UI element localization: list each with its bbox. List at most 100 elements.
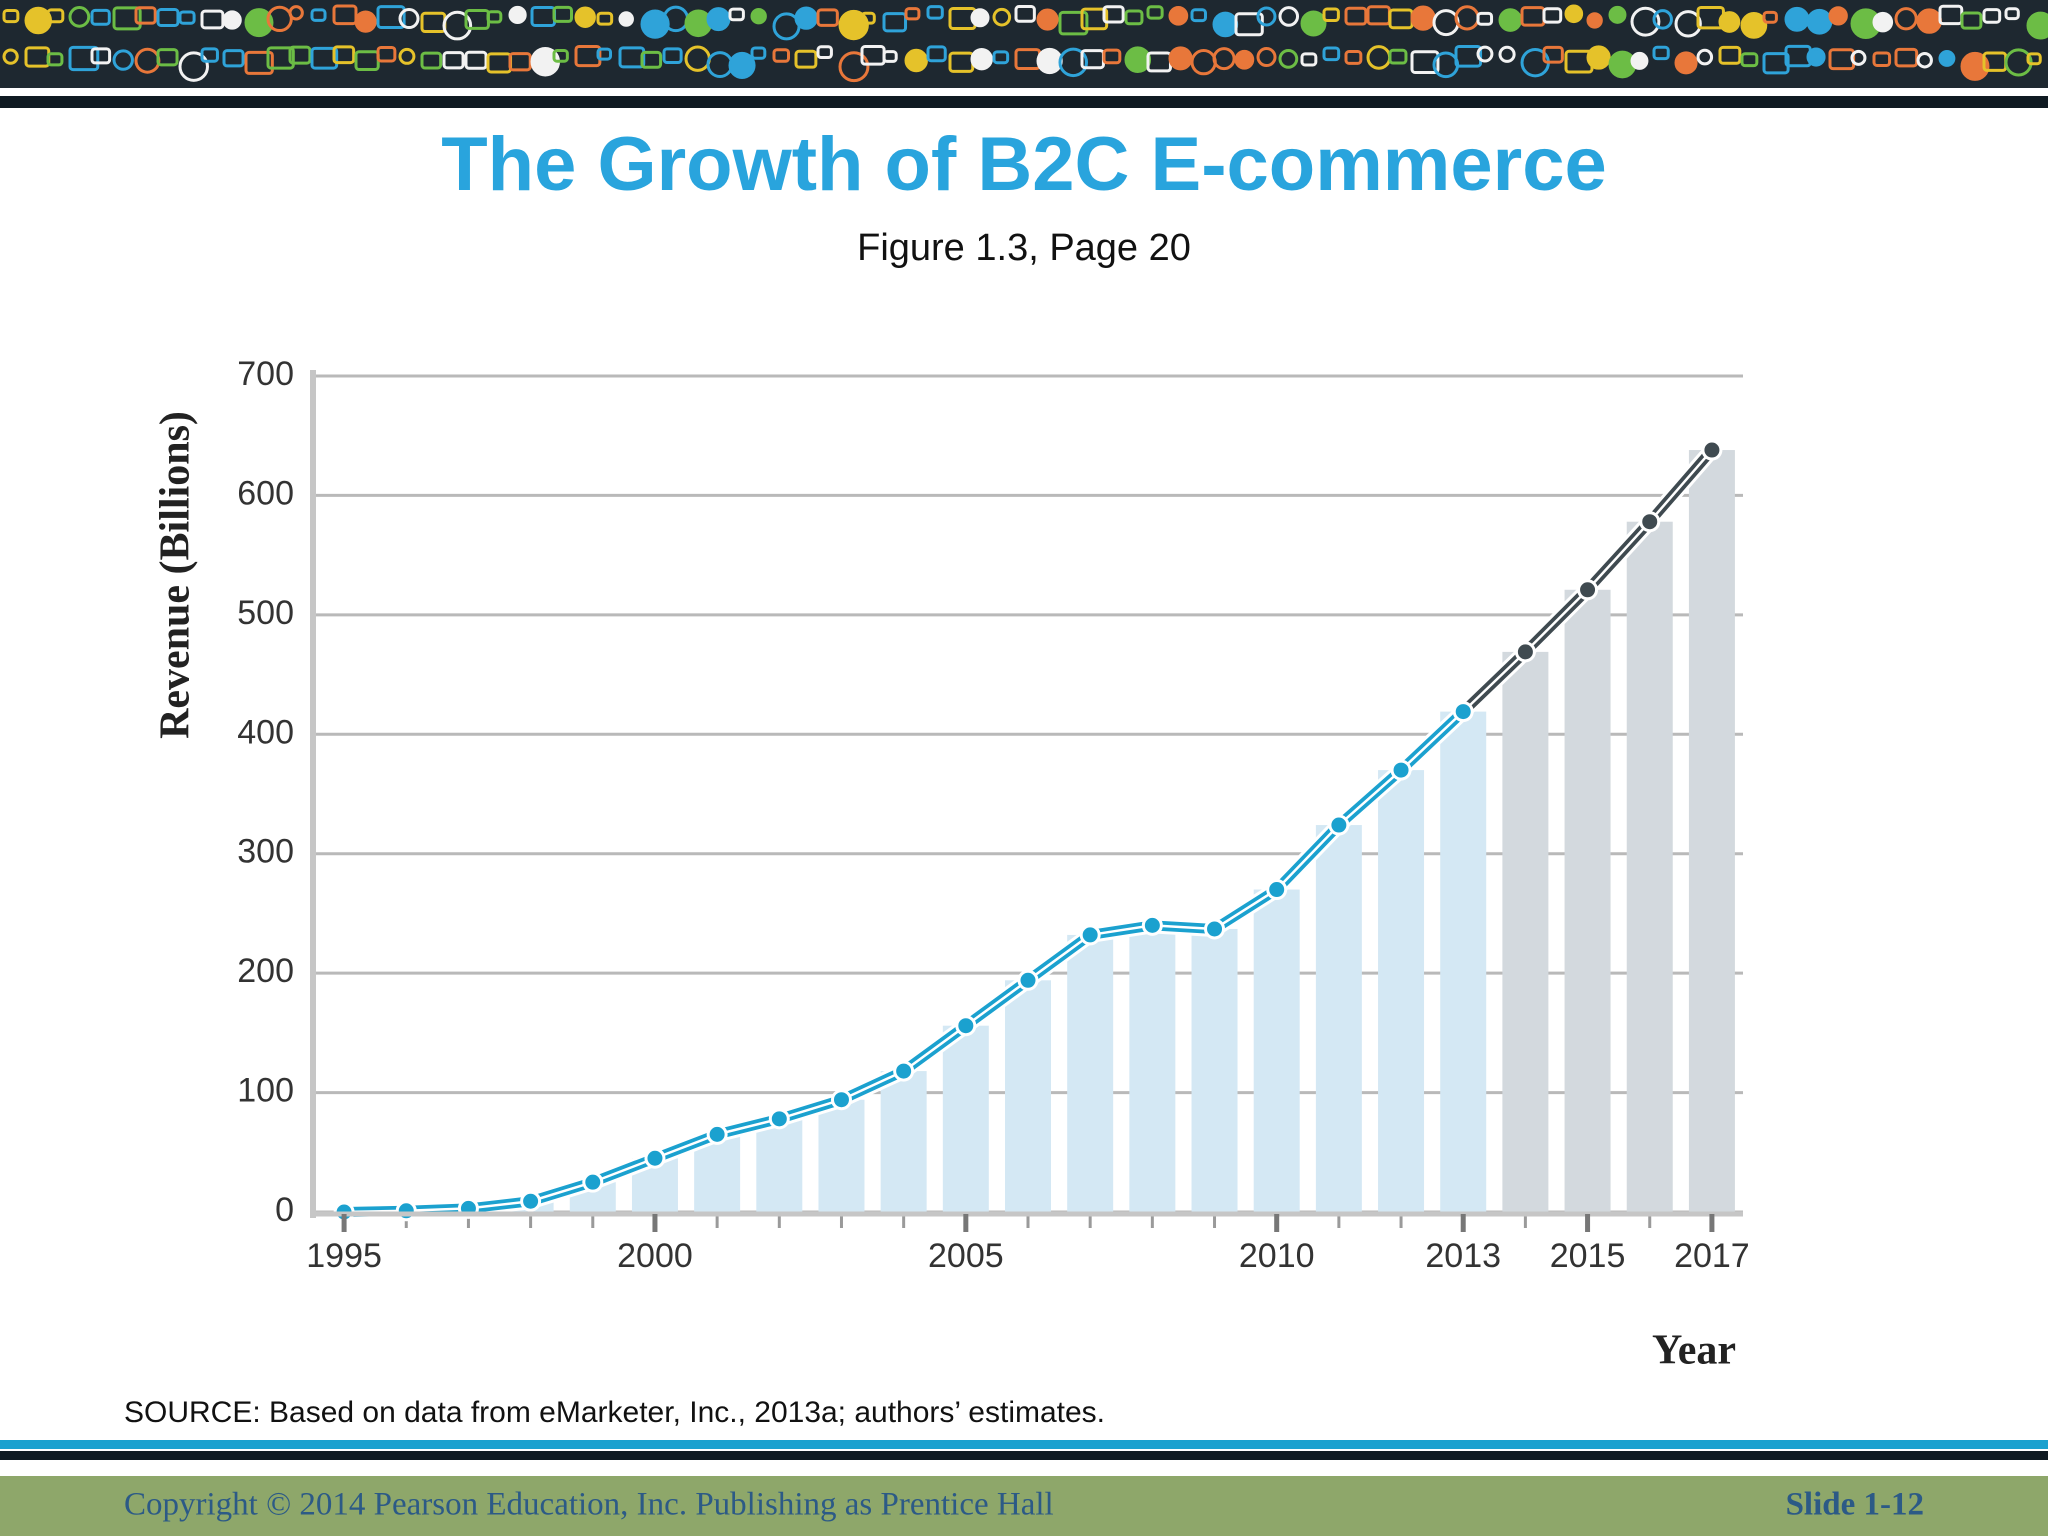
banner-icon bbox=[1542, 45, 1564, 64]
point bbox=[893, 1060, 915, 1082]
banner-icon bbox=[618, 46, 646, 69]
banner-icon bbox=[1916, 8, 1942, 34]
banner-icon bbox=[398, 47, 416, 65]
banner-icon bbox=[1498, 45, 1516, 63]
banner-gap bbox=[0, 88, 2048, 96]
point bbox=[1079, 924, 1101, 946]
banner-icon bbox=[1080, 7, 1109, 31]
banner-icon bbox=[442, 51, 465, 70]
banner-icon bbox=[1982, 8, 2002, 24]
banner-icon bbox=[398, 8, 420, 30]
bar bbox=[1005, 980, 1051, 1212]
slide-title: The Growth of B2C E-commerce bbox=[441, 122, 1607, 207]
banner-icon bbox=[90, 47, 112, 65]
point bbox=[520, 1190, 542, 1212]
x-tick-label: 2000 bbox=[617, 1237, 693, 1275]
bar bbox=[1502, 651, 1549, 1212]
banner-icon bbox=[1916, 52, 1933, 69]
y-tick-label: 300 bbox=[237, 833, 294, 871]
banner-icon bbox=[1718, 11, 1741, 33]
point bbox=[1017, 969, 1039, 991]
banner-icon bbox=[794, 49, 818, 69]
banner-icon bbox=[816, 45, 833, 60]
banner-icon bbox=[1674, 51, 1698, 75]
banner-icon bbox=[574, 6, 596, 28]
point bbox=[1452, 701, 1474, 723]
banner-icon bbox=[486, 10, 503, 24]
point bbox=[706, 1123, 728, 1145]
banner-icon bbox=[1938, 50, 1956, 67]
x-tick-label: 2010 bbox=[1239, 1237, 1315, 1275]
bar bbox=[1067, 934, 1114, 1212]
banner-icon bbox=[46, 52, 64, 67]
banner-icon bbox=[662, 47, 683, 65]
point bbox=[1577, 579, 1599, 601]
banner-icon bbox=[2026, 11, 2048, 40]
banner-icon bbox=[442, 10, 473, 41]
banner-icon bbox=[200, 47, 219, 63]
banner-icon bbox=[1102, 5, 1125, 24]
banner-icon bbox=[508, 52, 532, 72]
bar bbox=[1315, 825, 1362, 1212]
banner-icon bbox=[1608, 50, 1637, 79]
banner-icon bbox=[1762, 52, 1790, 75]
banner-icon bbox=[860, 11, 876, 25]
bar bbox=[818, 1099, 865, 1212]
banner-icon bbox=[1234, 49, 1255, 70]
bar bbox=[1564, 589, 1611, 1212]
banner-icon bbox=[1960, 11, 1983, 30]
banner-icon bbox=[1696, 48, 1714, 66]
banner-icon bbox=[728, 51, 756, 79]
y-tick-label: 200 bbox=[237, 952, 294, 990]
banner-icon bbox=[1608, 5, 1627, 24]
banner-icon bbox=[640, 9, 670, 39]
banner-icon bbox=[970, 47, 993, 71]
banner-icon bbox=[1102, 48, 1122, 65]
banner-icon bbox=[1410, 5, 1436, 31]
banner-icon bbox=[1806, 47, 1826, 67]
banner-icon bbox=[112, 49, 134, 71]
banner-icon bbox=[706, 7, 731, 32]
banner-icon bbox=[68, 6, 91, 28]
banner-icon bbox=[1036, 47, 1063, 75]
y-tick-label: 600 bbox=[237, 474, 294, 512]
banner-icon bbox=[1542, 7, 1563, 24]
banner-icon bbox=[266, 5, 293, 33]
banner-icon bbox=[332, 45, 356, 65]
y-tick-label: 500 bbox=[237, 594, 294, 632]
banner-icon bbox=[288, 45, 312, 65]
banner-icon bbox=[750, 8, 767, 25]
banner-icon bbox=[1872, 51, 1892, 67]
banner-icon bbox=[1344, 49, 1363, 65]
banner-icon bbox=[2026, 52, 2042, 66]
banner-icon bbox=[178, 51, 209, 82]
y-tick-label: 100 bbox=[237, 1072, 294, 1110]
banner-icon bbox=[640, 50, 663, 69]
banner-icon bbox=[1300, 52, 1318, 67]
banner-icon bbox=[1344, 6, 1368, 26]
banner-icon bbox=[992, 7, 1012, 27]
banner-icon bbox=[684, 9, 713, 38]
point bbox=[1204, 918, 1226, 940]
banner-icon bbox=[882, 50, 898, 63]
banner-icon bbox=[1124, 46, 1152, 73]
banner-icon bbox=[596, 11, 614, 26]
banner-icon bbox=[904, 48, 928, 73]
banner-icon bbox=[46, 8, 65, 24]
banner-icon bbox=[332, 4, 358, 26]
banner-icon bbox=[464, 50, 488, 70]
banner-icon bbox=[1454, 44, 1483, 68]
slide-number: Slide 1-12 bbox=[1786, 1487, 1924, 1523]
banner-icon bbox=[1476, 11, 1494, 26]
banner-icon bbox=[1300, 10, 1327, 37]
banner-icon bbox=[1784, 6, 1810, 32]
banner-icon bbox=[1168, 5, 1189, 26]
point bbox=[955, 1015, 977, 1037]
bar bbox=[1129, 925, 1176, 1212]
bar bbox=[942, 1025, 989, 1212]
banner-icon bbox=[904, 7, 921, 21]
y-tick-label: 0 bbox=[275, 1191, 294, 1229]
banner-icon bbox=[354, 10, 377, 33]
